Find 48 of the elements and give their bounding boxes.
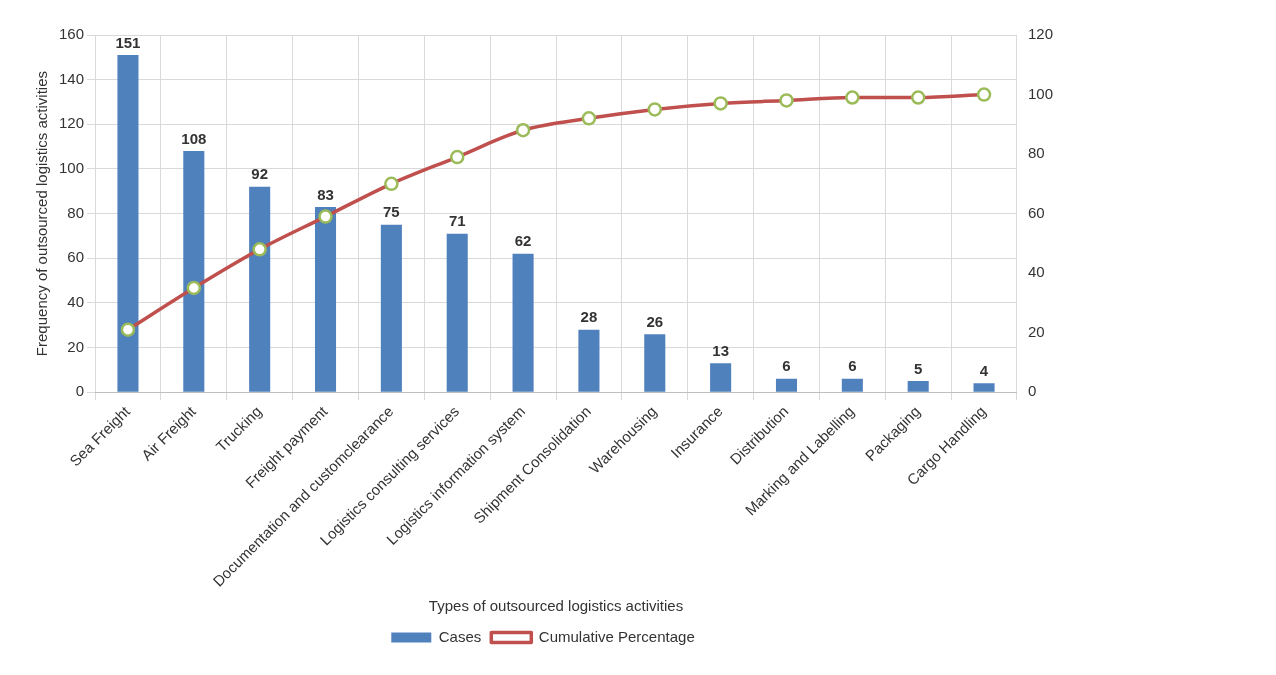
bar: [907, 381, 929, 392]
y-tick-label: 100: [59, 159, 85, 177]
legend-label: Cumulative Percentage: [538, 627, 695, 645]
bar: [249, 186, 271, 392]
bar: [578, 329, 600, 392]
data-label: 26: [646, 312, 664, 330]
y2-tick-label: 20: [1027, 322, 1045, 340]
bar: [644, 334, 666, 392]
y-tick-label: 40: [67, 293, 85, 311]
bar: [973, 383, 995, 392]
y2-tick-label: 60: [1027, 203, 1045, 221]
bar: [117, 55, 139, 392]
y2-tick-label: 80: [1027, 144, 1045, 162]
bar: [512, 253, 534, 392]
data-label: 108: [181, 129, 207, 147]
y-tick-label: 0: [75, 382, 85, 400]
y-tick-label: 160: [59, 25, 85, 43]
bar: [775, 378, 798, 392]
y-tick-label: 60: [67, 248, 85, 266]
y-tick-label: 80: [67, 203, 85, 221]
data-label: 83: [317, 185, 334, 203]
y-tick-label: 140: [59, 69, 85, 87]
data-label: 92: [251, 165, 268, 183]
data-label: 151: [115, 33, 141, 51]
y2-tick-label: 40: [1027, 263, 1045, 281]
data-label: 5: [914, 359, 923, 377]
data-label: 13: [712, 341, 729, 359]
bar: [710, 363, 732, 392]
data-label: 4: [979, 361, 989, 379]
y-axis-title: Frequency of outsourced logistics activities: [33, 71, 51, 357]
y-tick-label: 120: [59, 114, 85, 132]
y-tick-label: 20: [67, 337, 85, 355]
legend-label: Cases: [438, 627, 482, 645]
bar: [841, 378, 863, 392]
data-label: 6: [848, 357, 857, 375]
bar: [446, 233, 468, 392]
data-label: 75: [383, 203, 400, 221]
data-label: 71: [448, 212, 466, 230]
y2-tick-label: 120: [1027, 25, 1053, 43]
bar: [183, 151, 205, 392]
y2-tick-label: 100: [1027, 84, 1053, 102]
data-label: 28: [580, 308, 598, 326]
x-axis-title: Types of outsourced logistics activities: [428, 597, 684, 615]
bar: [314, 206, 337, 392]
y2-tick-label: 0: [1027, 382, 1037, 400]
data-label: 62: [514, 232, 532, 250]
data-label: 6: [782, 357, 791, 375]
bar: [380, 224, 402, 392]
